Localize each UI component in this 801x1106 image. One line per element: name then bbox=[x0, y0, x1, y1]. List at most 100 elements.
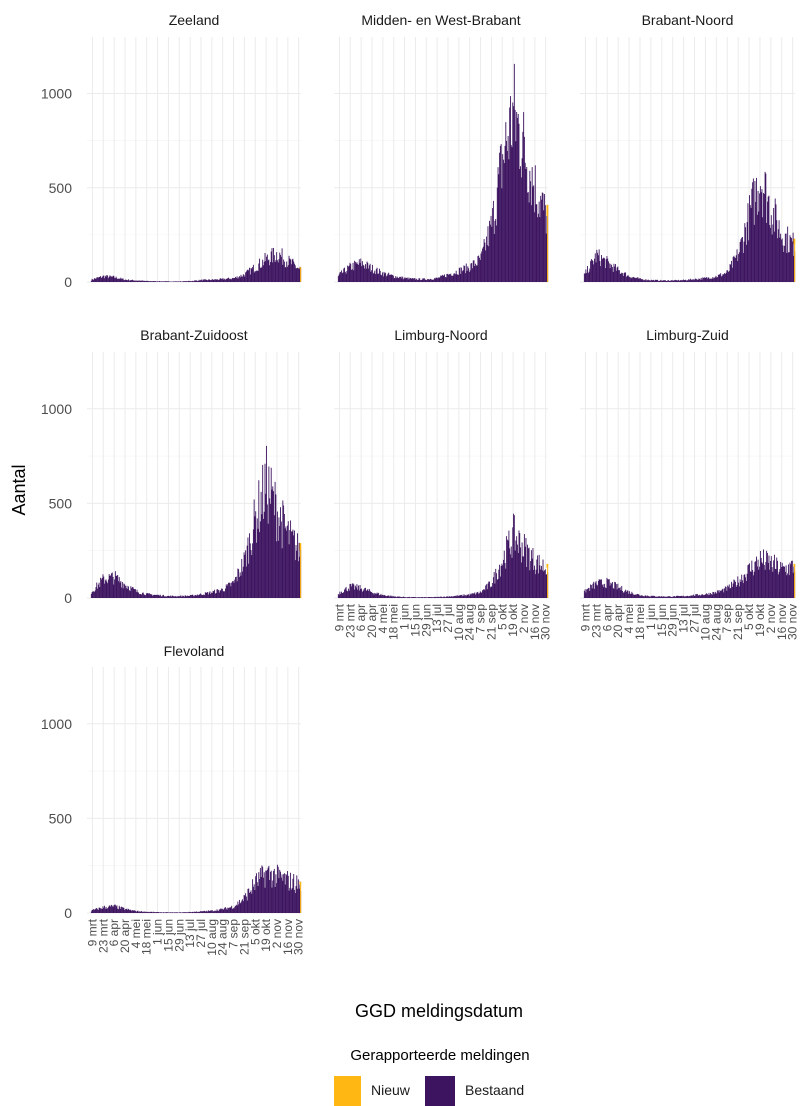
bar-bestaand bbox=[204, 910, 205, 913]
bar-bestaand bbox=[720, 590, 722, 598]
bar-bestaand bbox=[288, 255, 290, 282]
bar-bestaand bbox=[219, 590, 221, 598]
bar-bestaand bbox=[266, 256, 268, 282]
bar-bestaand bbox=[266, 445, 268, 598]
bar-bestaand bbox=[415, 279, 417, 282]
bar-bestaand bbox=[703, 277, 704, 282]
bar-bestaand bbox=[287, 266, 288, 282]
bar-bestaand bbox=[259, 258, 261, 282]
bar-nieuw bbox=[299, 881, 302, 885]
bar-bestaand bbox=[252, 264, 254, 282]
bar-bestaand bbox=[181, 912, 183, 913]
x-tick-label: 24 aug bbox=[463, 604, 477, 641]
x-tick-label: 5 okt bbox=[495, 603, 509, 630]
bar-bestaand bbox=[501, 563, 503, 598]
bar-bestaand bbox=[703, 594, 705, 598]
bar-bestaand bbox=[530, 550, 532, 598]
bar-bestaand bbox=[752, 570, 754, 598]
bar-bestaand bbox=[244, 895, 246, 913]
bar-bestaand bbox=[520, 166, 521, 282]
bar-bestaand bbox=[745, 580, 747, 598]
bar-bestaand bbox=[354, 260, 356, 282]
bar-bestaand bbox=[463, 265, 465, 282]
bar-bestaand bbox=[523, 556, 525, 598]
bar-bestaand bbox=[123, 583, 125, 598]
bar-bestaand bbox=[199, 911, 201, 913]
bar-bestaand bbox=[276, 883, 278, 913]
bar-bestaand bbox=[651, 280, 653, 282]
bar-bestaand bbox=[544, 569, 546, 598]
bar-bestaand bbox=[124, 584, 126, 598]
bar-bestaand bbox=[156, 281, 158, 282]
bar-bestaand bbox=[116, 575, 118, 598]
bar-bestaand bbox=[418, 597, 420, 598]
x-tick-label: 30 nov bbox=[786, 604, 800, 640]
bar-bestaand bbox=[167, 912, 169, 913]
bar-bestaand bbox=[521, 158, 523, 282]
bar-bestaand bbox=[523, 136, 525, 282]
bar-bestaand bbox=[445, 596, 447, 598]
bar-bestaand bbox=[194, 595, 195, 598]
bar-bestaand bbox=[202, 279, 204, 282]
bar-bestaand bbox=[338, 594, 340, 598]
bar-bestaand bbox=[599, 261, 601, 282]
bar-bestaand bbox=[228, 278, 230, 282]
bar-bestaand bbox=[283, 259, 285, 282]
x-tick-label: 24 aug bbox=[216, 919, 230, 956]
bar-bestaand bbox=[613, 263, 615, 282]
bar-bestaand bbox=[748, 564, 750, 598]
bar-bestaand bbox=[655, 596, 657, 598]
bar-bestaand bbox=[692, 594, 694, 598]
bar-bestaand bbox=[111, 276, 113, 282]
bar-bestaand bbox=[666, 280, 668, 282]
bar-bestaand bbox=[373, 272, 375, 282]
y-tick-label: 1000 bbox=[41, 86, 72, 102]
bar-bestaand bbox=[590, 259, 592, 282]
bar-bestaand bbox=[367, 262, 369, 282]
bar-bestaand bbox=[102, 906, 104, 913]
bar-bestaand bbox=[696, 279, 698, 282]
bar-bestaand bbox=[225, 584, 227, 598]
bar-bestaand bbox=[234, 906, 236, 913]
bar-bestaand bbox=[665, 596, 667, 598]
bar-bestaand bbox=[118, 278, 119, 282]
bar-bestaand bbox=[293, 873, 295, 913]
bar-bestaand bbox=[639, 278, 641, 282]
bar-bestaand bbox=[628, 276, 630, 282]
bar-bestaand bbox=[232, 908, 234, 913]
bar-bestaand bbox=[230, 278, 232, 282]
bar-bestaand bbox=[464, 594, 466, 598]
bar-bestaand bbox=[209, 591, 211, 598]
bar-bestaand bbox=[356, 584, 358, 598]
bar-bestaand bbox=[442, 597, 444, 598]
bar-bestaand bbox=[410, 278, 412, 282]
bar-bestaand bbox=[762, 217, 764, 282]
bar-bestaand bbox=[343, 592, 345, 598]
bar-bestaand bbox=[360, 258, 362, 282]
bar-bestaand bbox=[482, 590, 483, 598]
bar-bestaand bbox=[503, 159, 504, 282]
bar-bestaand bbox=[113, 584, 115, 598]
bar-bestaand bbox=[731, 267, 733, 282]
bar-bestaand bbox=[513, 63, 515, 283]
bar-bestaand bbox=[275, 874, 277, 913]
bar-bestaand bbox=[713, 278, 715, 282]
bar-bestaand bbox=[715, 592, 717, 598]
bar-bestaand bbox=[433, 279, 435, 282]
bar-bestaand bbox=[739, 579, 741, 598]
bar-bestaand bbox=[149, 911, 151, 913]
bar-bestaand bbox=[646, 280, 648, 282]
bar-bestaand bbox=[93, 909, 95, 913]
bar-bestaand bbox=[786, 575, 788, 598]
bar-bestaand bbox=[199, 280, 201, 282]
bar-bestaand bbox=[361, 266, 363, 282]
bar-bestaand bbox=[197, 280, 198, 282]
bar-bestaand bbox=[97, 277, 99, 282]
bar-bestaand bbox=[535, 569, 537, 598]
bar-bestaand bbox=[449, 596, 451, 598]
bar-bestaand bbox=[280, 256, 282, 282]
bar-bestaand bbox=[743, 241, 745, 282]
bar-bestaand bbox=[176, 912, 178, 913]
bar-bestaand bbox=[263, 265, 264, 282]
bar-bestaand bbox=[487, 583, 489, 598]
